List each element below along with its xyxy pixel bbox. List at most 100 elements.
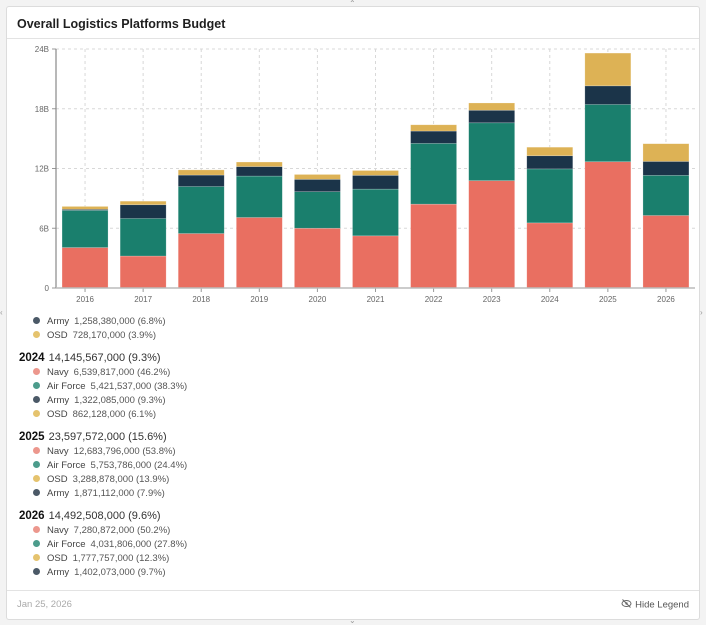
legend-total: 14,492,508,000 (9.6%) — [48, 510, 161, 522]
resize-handle-right[interactable]: › — [700, 308, 703, 317]
x-tick-label: 2021 — [367, 295, 385, 304]
bar-segment-army-2020 — [294, 179, 341, 193]
legend-item-name: OSD — [47, 409, 68, 420]
bar-segment-navy-2021 — [352, 235, 399, 289]
resize-handle-bottom[interactable]: ⌄ — [349, 616, 356, 625]
legend-dot-icon — [33, 395, 40, 403]
bar-segment-navy-2017 — [119, 255, 167, 289]
bar-segment-osd-2021 — [352, 170, 399, 176]
legend-group-header: 2025 23,597,572,000 (15.6%) — [19, 431, 679, 443]
hide-legend-label: Hide Legend — [635, 599, 689, 611]
footer-date: Jan 25, 2026 — [17, 599, 72, 610]
legend-item[interactable]: OSD 1,777,757,000 (12.3%) — [19, 552, 679, 566]
bar-segment-navy-2026 — [642, 215, 690, 289]
bar-segment-osd-2019 — [236, 161, 283, 167]
x-tick-label: 2020 — [309, 295, 327, 304]
legend-item-name: OSD — [47, 474, 68, 485]
bar-segment-air-force-2017 — [119, 218, 167, 257]
legend-year: 2025 — [19, 431, 45, 443]
header-divider — [7, 38, 699, 39]
bar-segment-navy-2025 — [584, 161, 632, 289]
legend-group: 2025 23,597,572,000 (15.6%) Navy 12,683,796… — [19, 431, 679, 501]
bar-segment-osd-2026 — [642, 143, 690, 162]
x-tick-label: 2017 — [134, 295, 152, 304]
bar-segment-army-2025 — [584, 85, 632, 105]
stacked-bar-chart: 0 6B 12B 18B 24B 2016 2017 2018 2019 2020 2021 2022… — [35, 45, 695, 304]
legend-item-name: Army — [47, 395, 70, 406]
bar-segment-air-force-2025 — [584, 104, 632, 163]
resize-handle-top[interactable]: ⌃ — [349, 0, 356, 8]
legend[interactable]: Army 1,258,380,000 (6.8%) OSD 728,170,000 (… — [19, 315, 679, 591]
bar-segment-army-2021 — [352, 175, 399, 190]
bar-segment-air-force-2021 — [352, 188, 399, 237]
legend-dot-icon — [33, 316, 40, 324]
x-tick-label: 2026 — [657, 295, 675, 304]
legend-total: 14,145,567,000 (9.3%) — [48, 352, 161, 364]
bar-segment-osd-2025 — [584, 52, 632, 87]
legend-group: 2024 14,145,567,000 (9.3%) Navy 6,539,817,0… — [19, 352, 679, 422]
legend-dot-icon — [33, 474, 40, 482]
bar-segment-navy-2024 — [526, 222, 574, 289]
bar-segment-osd-2020 — [294, 174, 341, 180]
x-tick-label: 2024 — [541, 295, 559, 304]
bar-segment-army-2018 — [177, 174, 225, 187]
legend-dot-icon — [33, 488, 40, 496]
legend-item-value: 728,170,000 (3.9%) — [72, 330, 157, 341]
bar-segment-osd-2024 — [526, 146, 574, 157]
legend-dot-icon — [33, 381, 40, 389]
resize-handle-left[interactable]: ‹ — [0, 308, 3, 317]
legend-group: 2026 14,492,508,000 (9.6%) Navy 7,280,872,0… — [19, 510, 679, 580]
legend-item[interactable]: Air Force 4,031,806,000 (27.8%) — [19, 538, 679, 552]
bar-segment-air-force-2026 — [642, 175, 690, 216]
legend-item-name: Air Force — [47, 539, 86, 550]
bar-segment-navy-2019 — [236, 217, 283, 289]
legend-group-header: 2024 14,145,567,000 (9.3%) — [19, 352, 679, 364]
legend-item[interactable]: Army 1,402,073,000 (9.7%) — [19, 566, 679, 580]
x-tick-label: 2023 — [483, 295, 501, 304]
hide-legend-button[interactable]: Hide Legend — [621, 599, 689, 611]
legend-item[interactable]: Army 1,871,112,000 (7.9%) — [19, 487, 679, 501]
chart-title: Overall Logistics Platforms Budget — [17, 17, 226, 31]
bar-segment-air-force-2016 — [61, 210, 109, 248]
legend-dot-icon — [33, 525, 40, 533]
x-tick-label: 2022 — [425, 295, 443, 304]
legend-dot-icon — [33, 553, 40, 561]
bar-segment-air-force-2020 — [294, 191, 341, 229]
bar-segment-air-force-2024 — [526, 168, 574, 224]
bar-segment-army-2023 — [468, 109, 515, 124]
legend-item[interactable]: Navy 12,683,796,000 (53.8%) — [19, 445, 679, 459]
bar-segment-navy-2016 — [61, 247, 109, 289]
bar-segment-army-2017 — [119, 204, 167, 219]
legend-item[interactable]: OSD 728,170,000 (3.9%) — [19, 329, 679, 343]
legend-item-name: Army — [47, 567, 70, 578]
y-tick-label: 12B — [35, 165, 49, 174]
legend-item[interactable]: Army 1,322,085,000 (9.3%) — [19, 394, 679, 408]
bar-segment-army-2019 — [236, 166, 283, 177]
legend-item[interactable]: OSD 862,128,000 (6.1%) — [19, 408, 679, 422]
bar-segment-osd-2023 — [468, 102, 515, 111]
legend-item[interactable]: Navy 7,280,872,000 (50.2%) — [19, 524, 679, 538]
legend-item-name: OSD — [47, 330, 68, 341]
legend-item-name: Navy — [47, 446, 69, 457]
bar-segment-navy-2023 — [468, 180, 515, 289]
bar-segment-osd-2016 — [61, 206, 109, 210]
legend-item[interactable]: OSD 3,288,878,000 (13.9%) — [19, 473, 679, 487]
legend-item-value: 6,539,817,000 (46.2%) — [73, 367, 171, 378]
legend-item-value: 3,288,878,000 (13.9%) — [72, 474, 170, 485]
legend-dot-icon — [33, 460, 40, 468]
legend-item[interactable]: Army 1,258,380,000 (6.8%) — [19, 315, 679, 329]
legend-year: 2024 — [19, 352, 45, 364]
legend-item-name: Navy — [47, 525, 69, 536]
legend-item-value: 7,280,872,000 (50.2%) — [73, 525, 171, 536]
bar-segment-navy-2022 — [410, 203, 457, 289]
legend-item-value: 1,777,757,000 (12.3%) — [72, 553, 170, 564]
legend-item-name: Army — [47, 488, 70, 499]
y-tick-label: 0 — [45, 284, 50, 293]
x-tick-label: 2016 — [76, 295, 94, 304]
legend-item-value: 1,258,380,000 (6.8%) — [74, 316, 166, 327]
bar-segment-air-force-2018 — [177, 186, 225, 234]
legend-item[interactable]: Air Force 5,421,537,000 (38.3%) — [19, 380, 679, 394]
legend-item[interactable]: Navy 6,539,817,000 (46.2%) — [19, 366, 679, 380]
legend-item[interactable]: Air Force 5,753,786,000 (24.4%) — [19, 459, 679, 473]
bar-segment-osd-2022 — [410, 124, 457, 132]
